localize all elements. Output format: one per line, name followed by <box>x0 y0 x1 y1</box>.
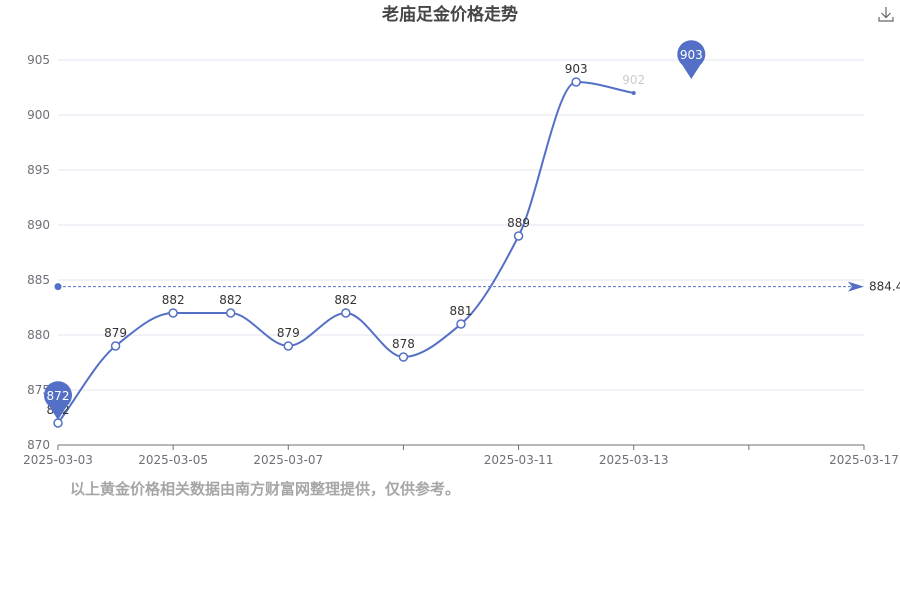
y-tick-label: 870 <box>27 438 50 452</box>
max-marker-label: 903 <box>680 48 703 62</box>
data-label: 881 <box>450 304 473 318</box>
min-marker-label: 872 <box>47 389 70 403</box>
data-points <box>53 77 636 428</box>
extreme-markers: 872 903 <box>44 40 706 420</box>
grid-lines <box>58 59 864 391</box>
y-tick-label: 900 <box>27 108 50 122</box>
series-line <box>57 80 634 424</box>
x-tick-label: 2025-03-13 <box>599 453 669 467</box>
data-point <box>571 77 581 87</box>
data-point <box>513 231 524 241</box>
price-line <box>57 80 634 424</box>
data-point <box>456 319 466 329</box>
average-arrow <box>848 281 864 292</box>
chart-title: 老庙足金价格走势 <box>381 4 518 25</box>
data-point <box>225 308 236 318</box>
data-point <box>168 308 178 318</box>
data-label: 889 <box>507 216 530 230</box>
data-point <box>631 91 636 95</box>
data-label: 879 <box>277 326 300 340</box>
average-label: 884.4 <box>869 280 900 294</box>
min-marker-pin <box>44 381 73 420</box>
data-label: 878 <box>392 337 415 351</box>
average-line: 884.4 <box>54 280 900 294</box>
y-tick-label: 885 <box>27 273 50 287</box>
x-tick-label: 2025-03-17 <box>829 453 899 467</box>
y-tick-label: 880 <box>27 328 50 342</box>
y-tick-label: 905 <box>27 53 50 67</box>
max-marker-pin <box>677 40 706 79</box>
y-tick-label: 895 <box>27 163 50 177</box>
y-tick-label: 890 <box>27 218 50 232</box>
x-tick-label: 2025-03-05 <box>138 453 208 467</box>
data-labels: 872 879 882 882 879 882 878 881 889 903 902 <box>47 62 646 417</box>
data-point <box>53 418 63 428</box>
download-icon[interactable] <box>876 4 896 24</box>
data-label: 882 <box>334 293 357 307</box>
data-label: 882 <box>162 293 185 307</box>
x-tick-label: 2025-03-11 <box>484 453 554 467</box>
data-label: 903 <box>565 62 588 76</box>
data-label: 879 <box>104 326 127 340</box>
source-note: 以上黄金价格相关数据由南方财富网整理提供，仅供参考。 <box>70 480 461 498</box>
data-point <box>283 341 294 351</box>
data-point <box>341 308 351 318</box>
data-point <box>398 352 409 362</box>
x-tick-label: 2025-03-03 <box>23 453 93 467</box>
data-point <box>110 341 121 351</box>
x-tick-label: 2025-03-07 <box>253 453 323 467</box>
data-label: 902 <box>622 73 645 87</box>
data-label: 882 <box>219 293 242 307</box>
